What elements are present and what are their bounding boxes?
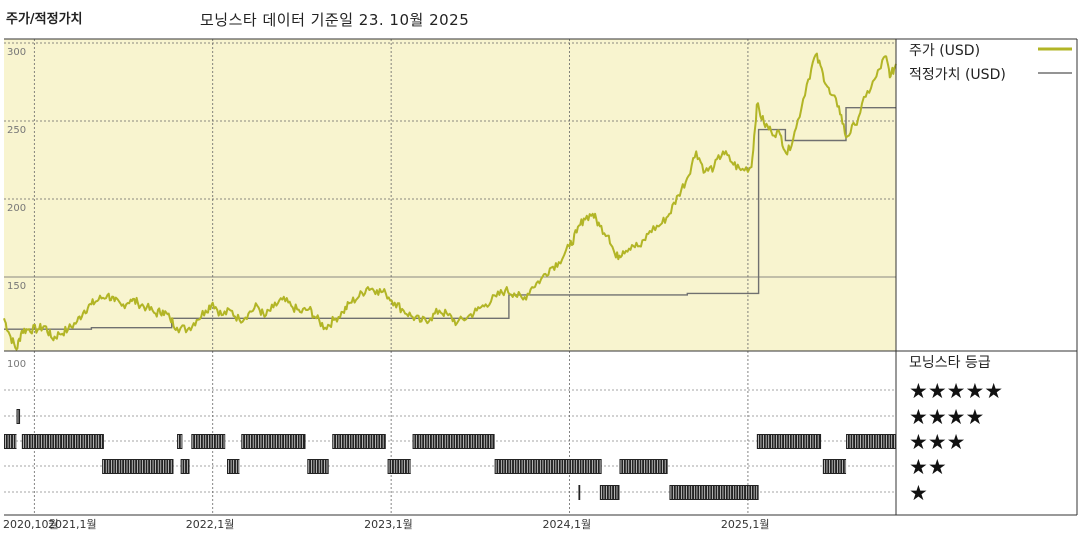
rating-level-1-stars: ★ — [909, 481, 928, 505]
x-tick-label: 2024,1월 — [543, 518, 592, 531]
rating-segment-2-star — [619, 459, 668, 474]
rating-bar — [669, 485, 759, 500]
series-lines — [3, 52, 897, 351]
chart-subtitle: 모닝스타 데이터 기준일 23. 10월 2025 — [200, 11, 470, 29]
y-axis-ticks: 300 250 200 150 100 — [7, 47, 26, 370]
price-line — [3, 52, 897, 351]
y-tick-label: 250 — [7, 125, 26, 136]
chart-title: 주가/적정가치 — [6, 12, 83, 27]
rating-segment-2-star — [227, 459, 240, 474]
rating-segment-3-star — [241, 434, 306, 449]
rating-level-5-stars: ★★★★★ — [909, 379, 1003, 403]
rating-segment-3-star — [21, 434, 104, 449]
rating-segment-2-star — [102, 459, 174, 474]
x-tick-label: 2022,1월 — [186, 518, 235, 531]
rating-segment-3-star — [332, 434, 386, 449]
rating-segment-3-star — [177, 434, 183, 449]
rating-segment-2-star — [307, 459, 329, 474]
rating-bar — [227, 459, 240, 474]
x-tick-label: 2020,10월 — [3, 518, 59, 531]
rating-segment-1-star — [599, 485, 620, 500]
rating-bar — [102, 459, 174, 474]
y-tick-label: 100 — [7, 359, 26, 370]
rating-level-4-stars: ★★★★ — [909, 405, 984, 429]
rating-bar — [599, 485, 620, 500]
y-tick-label: 150 — [7, 281, 26, 292]
rating-segment-3-star — [412, 434, 495, 449]
rating-bar — [4, 434, 17, 449]
legend-fair-value-label: 적정가치 (USD) — [909, 67, 1006, 83]
rating-segment-3-star — [756, 434, 822, 449]
rating-level-2-stars: ★★ — [909, 455, 947, 479]
legend: 주가 (USD)적정가치 (USD)모닝스타 등급★★★★★★★★★★★★★★★ — [909, 43, 1072, 505]
legend-price-label: 주가 (USD) — [909, 43, 980, 59]
rating-segment-4-star — [16, 409, 21, 424]
rating-segment-2-star — [822, 459, 847, 474]
rating-bar — [332, 434, 386, 449]
rating-segment-1-star — [669, 485, 759, 500]
rating-bars — [4, 409, 896, 500]
x-tick-label: 2025,1월 — [721, 518, 770, 531]
rating-bar — [307, 459, 329, 474]
y-tick-label: 200 — [7, 203, 26, 214]
fair-value-line — [4, 107, 896, 330]
rating-level-3-stars: ★★★ — [909, 430, 965, 454]
rating-panel-title: 모닝스타 등급 — [909, 355, 991, 371]
rating-segment-1-star — [578, 485, 581, 500]
rating-bar — [578, 485, 581, 500]
rating-segment-3-star — [4, 434, 17, 449]
rating-bar — [412, 434, 495, 449]
plot-background — [4, 39, 896, 351]
chart-frame — [4, 38, 1078, 516]
rating-segment-2-star — [180, 459, 190, 474]
x-tick-label: 2023,1월 — [364, 518, 413, 531]
rating-bar — [177, 434, 183, 449]
rating-segment-3-star — [846, 434, 896, 449]
rating-segment-3-star — [191, 434, 226, 449]
rating-segment-2-star — [387, 459, 411, 474]
rating-segment-2-star — [494, 459, 602, 474]
rating-bar — [619, 459, 668, 474]
y-tick-label: 300 — [7, 47, 26, 58]
rating-bar — [180, 459, 190, 474]
rating-bar — [21, 434, 104, 449]
x-tick-label: 2021,1월 — [48, 518, 97, 531]
